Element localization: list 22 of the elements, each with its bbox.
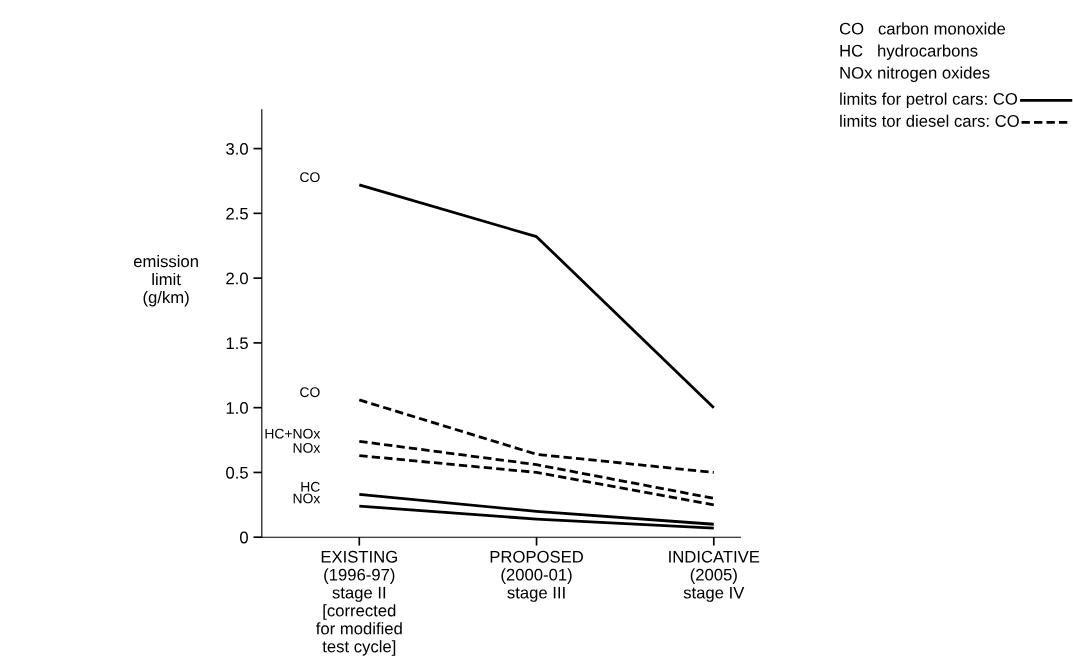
- y-tick-label: 0.5: [226, 466, 248, 479]
- text: HC hydrocarbons: [840, 44, 978, 60]
- x-tick-label: EXISTING (1996-97) stage II [corrected for modified test cycle]: [316, 550, 402, 656]
- text: limits for petrol cars: CO: [840, 92, 1018, 109]
- text: NOx nitrogen oxides: [840, 66, 990, 83]
- x-tick-label: INDICATIVE (2005) stage IV: [669, 550, 760, 602]
- y-axis-title: emission limit (g/km): [133, 254, 198, 307]
- x-tick-label: PROPOSED (2000-01) stage III: [490, 550, 583, 602]
- text: HC+NOx: [265, 428, 321, 439]
- text: NOx: [293, 443, 321, 453]
- y-tick-label: 1.5: [226, 337, 248, 350]
- text: HC: [301, 481, 320, 492]
- y-tick-label: 1.0: [226, 402, 248, 414]
- y-tick-label: 2.0: [226, 272, 248, 285]
- text: limits tor diesel cars: CO: [840, 114, 1019, 127]
- y-tick-label: 3.0: [226, 142, 248, 155]
- y-tick-label: 0: [240, 531, 248, 544]
- text: CO: [300, 172, 320, 183]
- text: CO carbon monoxide: [839, 22, 1006, 35]
- text: CO: [300, 387, 320, 398]
- y-tick-label: 2.5: [226, 207, 248, 220]
- text: NOx: [293, 493, 321, 504]
